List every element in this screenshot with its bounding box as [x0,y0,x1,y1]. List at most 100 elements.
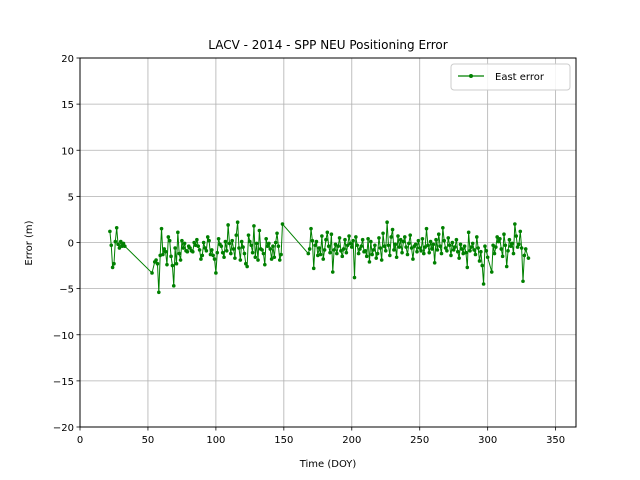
data-point [436,232,441,236]
data-point [473,252,478,257]
data-point [480,263,485,268]
data-point [224,249,229,253]
data-point [250,250,255,255]
data-point [341,247,346,251]
data-point [500,254,505,259]
data-point [306,251,311,256]
x-tick-label: 250 [410,435,429,446]
data-point [252,224,256,228]
data-point [279,252,283,257]
data-point [390,227,395,232]
data-point [477,259,482,263]
data-point [222,255,226,260]
data-point [415,249,419,254]
data-point [196,244,201,248]
data-point [114,225,119,230]
x-axis-label: Time (DOY) [299,459,357,470]
x-tick-label: 350 [546,435,565,446]
data-point [123,244,127,248]
data-point [275,231,279,236]
data-point [355,243,360,248]
data-point [383,249,388,253]
data-point [511,251,516,256]
data-point [465,265,470,270]
data-point [379,258,384,262]
data-point [190,249,195,254]
data-point [475,235,479,239]
data-point [502,232,506,236]
data-point [215,250,220,255]
data-point [335,251,339,256]
data-point [322,248,327,252]
data-point [239,239,244,244]
data-point [329,232,334,236]
data-point [492,251,497,256]
data-point [212,257,217,261]
data-point [120,244,124,248]
data-point [426,243,430,248]
data-point [157,290,161,295]
data-point [435,248,440,252]
data-point [205,235,210,239]
data-point [273,240,278,245]
data-point [517,242,521,247]
data-point [521,279,525,284]
data-point [208,252,213,257]
data-point [404,245,408,249]
y-tick-label: −5 [59,285,74,296]
data-point [458,242,463,247]
data-point [210,248,214,252]
data-point [261,251,266,256]
data-point [377,236,381,240]
data-point [200,253,205,258]
data-point [180,238,184,243]
data-point [396,234,400,238]
data-point [351,238,355,243]
data-point [356,251,361,256]
data-point [496,239,501,244]
data-point [254,241,259,246]
data-point [328,250,332,255]
data-point [211,253,215,258]
y-tick-label: −20 [53,423,74,434]
data-point [337,236,342,240]
data-point [154,258,158,262]
data-point [237,246,241,250]
data-point [269,257,274,261]
x-tick-label: 300 [478,435,497,446]
data-point [431,242,436,247]
data-point [347,234,351,238]
data-point [318,252,323,257]
data-point [113,239,118,244]
data-point [182,241,187,246]
data-point [178,258,183,262]
x-tick-label: 50 [142,435,155,446]
y-tick-label: 10 [61,146,74,157]
data-point [277,258,282,262]
data-point [339,249,343,253]
data-point [248,239,252,244]
data-point [423,245,427,249]
data-point [231,247,236,251]
data-point [265,244,270,248]
data-point [108,229,112,234]
data-point [514,234,519,238]
data-point [235,220,240,225]
data-point [162,247,167,251]
data-point [392,248,396,252]
data-point [449,253,453,258]
data-point [116,242,120,247]
y-axis: −20 −15 −10 −5 0 5 10 15 20 [53,54,80,434]
data-point [489,270,494,274]
data-point [219,244,224,248]
y-tick-label: 0 [68,239,74,250]
data-point [402,235,407,239]
data-point [177,251,181,256]
data-point [276,244,281,248]
data-point [314,239,319,244]
data-point [430,247,434,251]
data-point [201,240,206,245]
data-point [416,238,421,243]
data-point [443,246,448,250]
data-point [491,243,495,248]
